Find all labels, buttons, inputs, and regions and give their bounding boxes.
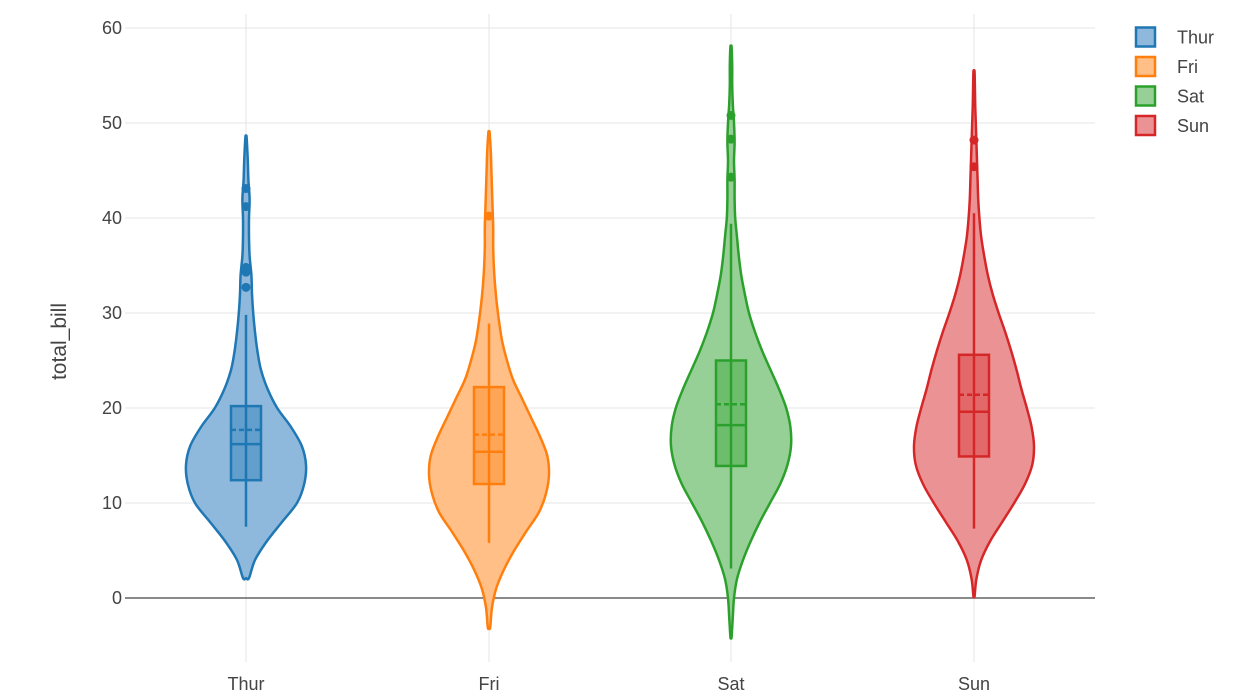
x-tick-label: Thur <box>227 674 264 694</box>
outlier-point[interactable] <box>969 135 979 145</box>
violin-sun[interactable] <box>912 69 1036 599</box>
iqr-box <box>957 353 991 458</box>
violin-sat[interactable] <box>669 44 793 640</box>
y-tick-label: 40 <box>102 208 122 228</box>
legend-label: Thur <box>1177 28 1214 48</box>
legend-swatch <box>1134 26 1157 48</box>
legend-item-thur[interactable]: Thur <box>1134 26 1214 48</box>
x-tick-label: Fri <box>479 674 500 694</box>
outlier-point[interactable] <box>726 134 736 144</box>
legend-swatch <box>1134 55 1157 78</box>
outlier-point[interactable] <box>241 282 251 292</box>
outlier-point[interactable] <box>726 172 736 182</box>
outlier-point[interactable] <box>241 262 251 272</box>
outlier-point[interactable] <box>726 110 736 120</box>
x-tick-labels: Thur Fri Sat Sun <box>227 674 990 694</box>
legend-label: Sat <box>1177 87 1204 107</box>
x-tick-label: Sun <box>958 674 990 694</box>
legend-swatch <box>1134 114 1157 137</box>
outlier-point[interactable] <box>969 162 979 172</box>
y-tick-label: 10 <box>102 493 122 513</box>
violin-fri[interactable] <box>427 129 551 631</box>
legend-label: Sun <box>1177 116 1209 136</box>
legend[interactable]: Thur Fri Sat Sun <box>1134 26 1214 137</box>
x-tick-label: Sat <box>717 674 744 694</box>
y-tick-label: 30 <box>102 303 122 323</box>
violin-thur[interactable] <box>184 134 308 581</box>
y-tick-label: 0 <box>112 588 122 608</box>
legend-item-sat[interactable]: Sat <box>1134 85 1204 107</box>
outlier-point[interactable] <box>241 202 251 212</box>
y-tick-label: 50 <box>102 113 122 133</box>
legend-swatch <box>1134 85 1157 107</box>
y-axis-title: total_bill <box>48 303 71 380</box>
legend-item-sun[interactable]: Sun <box>1134 114 1209 137</box>
iqr-box <box>714 359 748 468</box>
legend-label: Fri <box>1177 57 1198 77</box>
violins-layer <box>184 44 1036 640</box>
y-tick-label: 20 <box>102 398 122 418</box>
y-tick-label: 60 <box>102 18 122 38</box>
legend-item-fri[interactable]: Fri <box>1134 55 1198 78</box>
y-tick-labels: 0 10 20 30 40 50 60 <box>102 18 122 608</box>
outlier-point[interactable] <box>484 211 494 221</box>
outlier-point[interactable] <box>241 184 251 194</box>
